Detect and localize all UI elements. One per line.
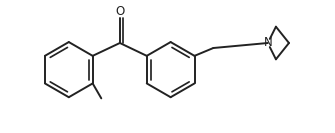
Text: O: O (115, 5, 125, 18)
Text: N: N (263, 36, 272, 49)
